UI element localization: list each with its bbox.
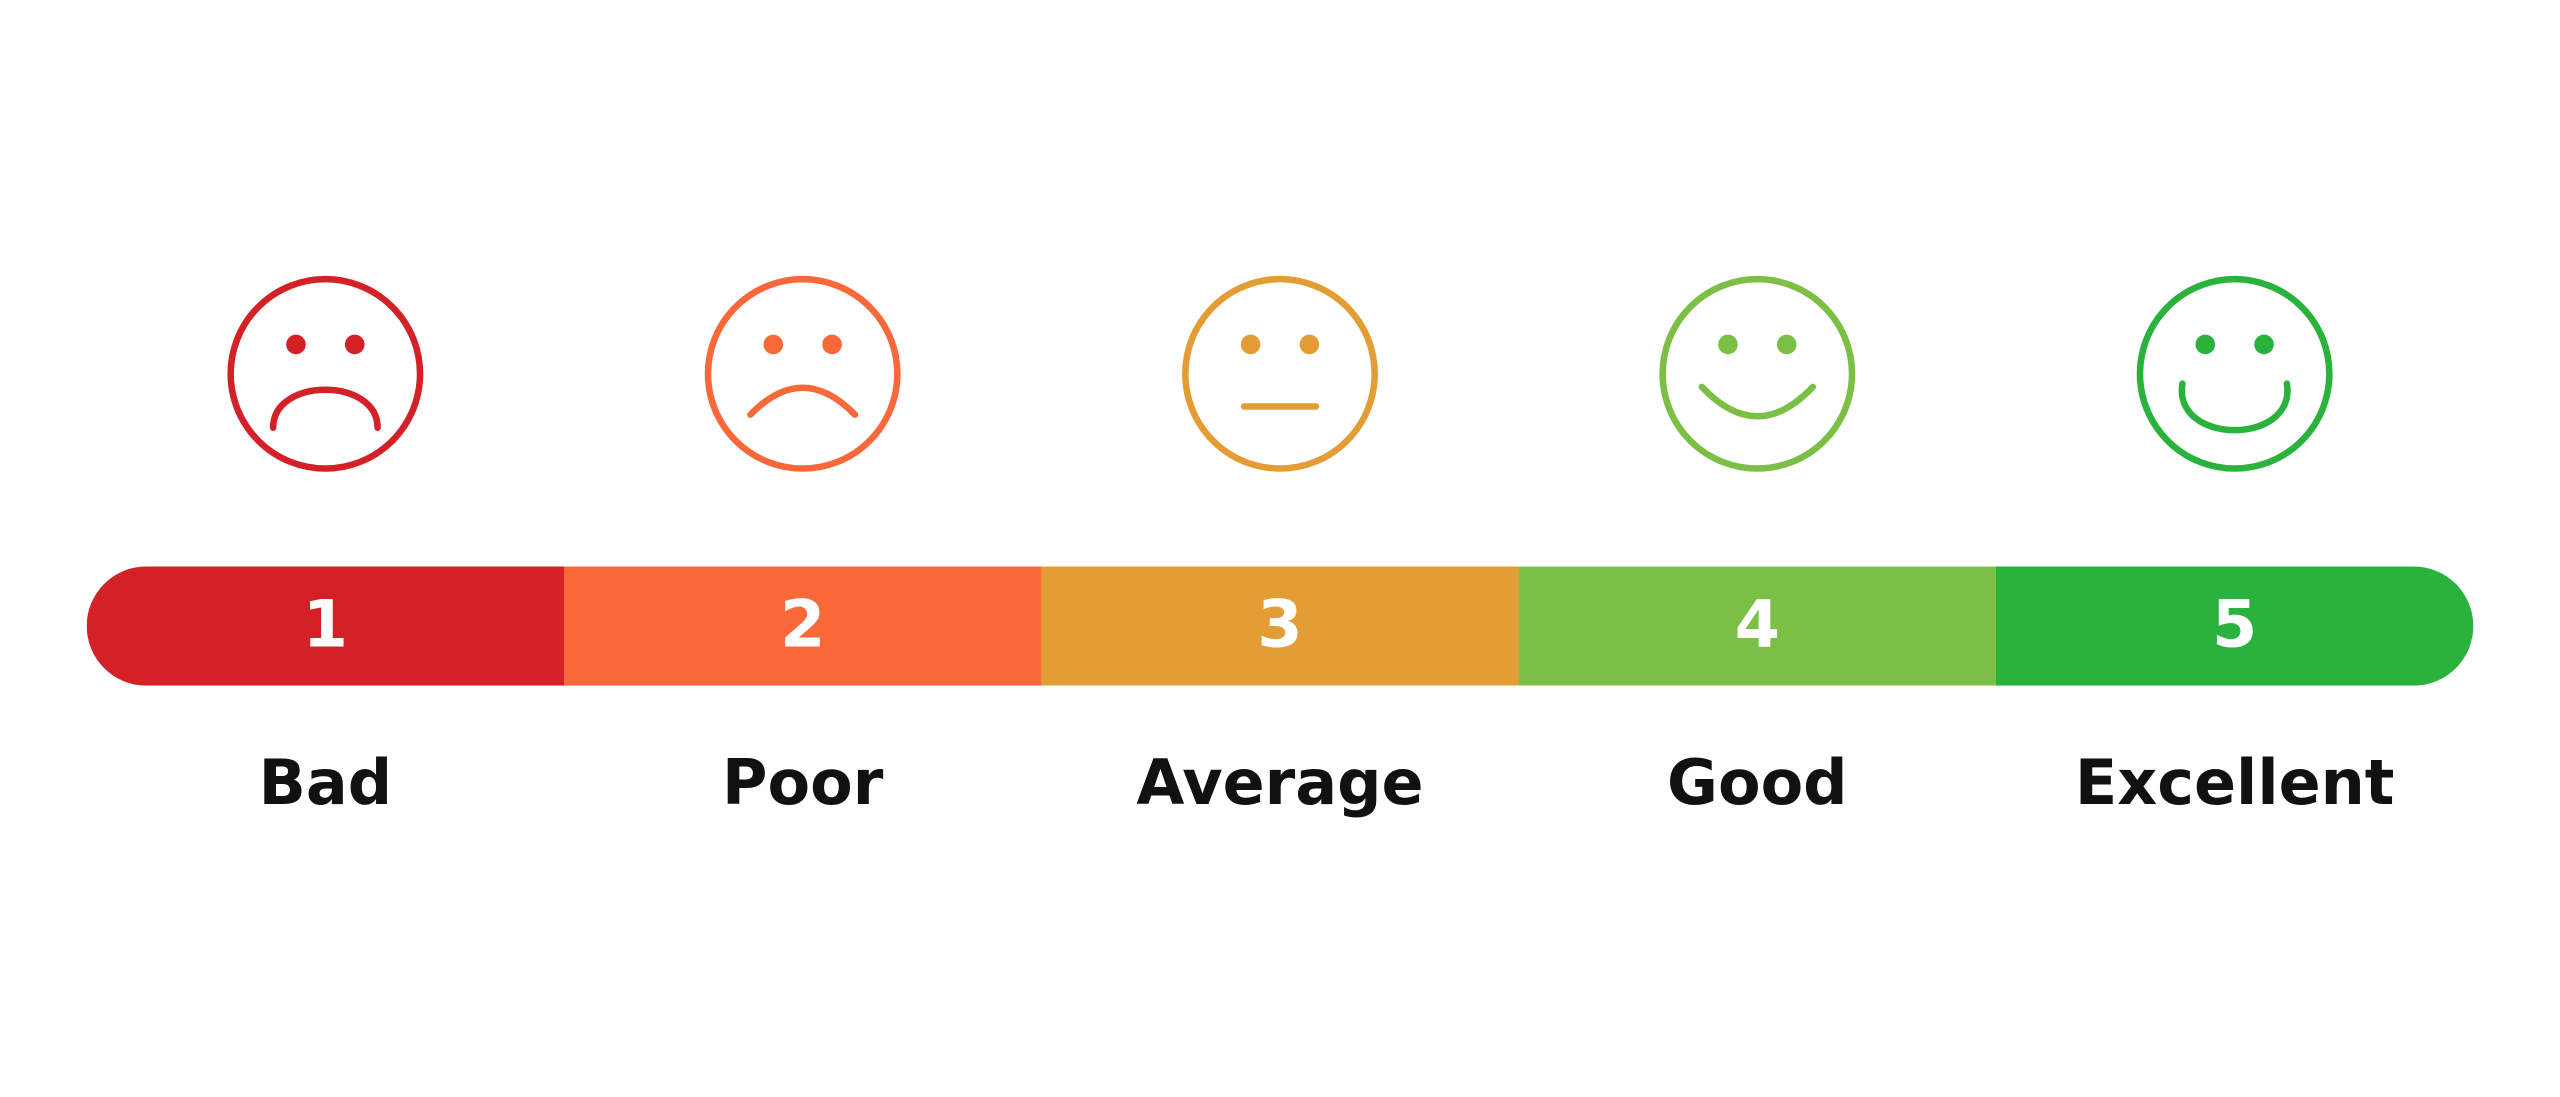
face-icon: [1659, 275, 1856, 472]
scale-segment: [564, 566, 1043, 686]
face-mouth: [2178, 380, 2291, 434]
face-eye: [2195, 334, 2216, 355]
face-eye: [1240, 334, 1261, 355]
scale-number: 3: [1257, 587, 1302, 663]
face-eye: [1299, 334, 1320, 355]
face-icon: [227, 275, 424, 472]
scale-label: Poor: [722, 746, 884, 819]
scale-label: Average: [1136, 746, 1423, 819]
scale-number: 2: [780, 587, 825, 663]
face-eye: [763, 334, 784, 355]
face-outline: [227, 275, 424, 472]
face-icon: [1182, 275, 1378, 472]
face-eye: [2254, 334, 2274, 355]
scale-number: 1: [303, 587, 348, 663]
scale-segment: [1518, 566, 1997, 686]
face-outline: [2136, 275, 2333, 472]
scale-label: Bad: [259, 746, 393, 819]
face-icon: [2136, 275, 2333, 472]
face-eye: [344, 334, 365, 355]
face-icon: [704, 275, 901, 472]
face-mouth: [1698, 383, 1817, 420]
scale-bar: [86, 566, 2474, 686]
face-mouth: [747, 384, 859, 418]
face-outline: [704, 275, 901, 472]
scale-label: Excellent: [2075, 746, 2395, 819]
scale-segment: [86, 566, 565, 686]
scale-label: Good: [1667, 746, 1848, 819]
face-outline: [1659, 275, 1856, 472]
face-eye: [1776, 334, 1797, 355]
face-eye: [822, 334, 842, 355]
scale-segment: [1041, 566, 1520, 686]
face-outline: [1182, 275, 1378, 472]
labels: 1 Bad 2 Poor 3 Average 4 Good 5 Excellent: [259, 587, 2395, 819]
face-mouth: [269, 386, 381, 431]
scale-segment: [1995, 566, 2474, 686]
face-eye: [1718, 334, 1738, 355]
scale-number: 4: [1735, 587, 1780, 663]
faces: [227, 275, 2333, 472]
scale-number: 5: [2212, 587, 2257, 663]
face-eye: [286, 334, 306, 355]
